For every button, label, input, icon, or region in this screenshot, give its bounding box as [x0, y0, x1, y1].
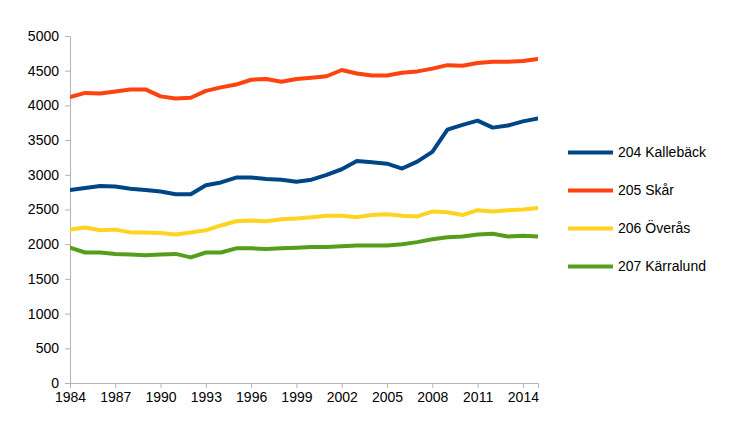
tick-label: 1984: [55, 389, 86, 405]
legend-label: 206 Överås: [618, 219, 690, 236]
tick: 2005: [372, 383, 403, 405]
tick-label: 2008: [417, 389, 448, 405]
tick-mark: [115, 383, 116, 388]
tick-label: 1993: [191, 389, 222, 405]
tick-mark: [296, 383, 297, 388]
tick: 3500: [28, 132, 70, 148]
tick-label: 3000: [28, 167, 59, 183]
y-axis: 0 500 1000 1500 2000 2500 3000 3500 4000 4500 5000: [28, 28, 71, 391]
tick: 2008: [417, 383, 448, 405]
tick: 2014: [508, 383, 539, 405]
legend: 204 Kallebäck 205 Skår 206 Överås 207 Kärra…: [568, 144, 707, 274]
tick-label: 1996: [236, 389, 267, 405]
tick: 1987: [100, 383, 131, 405]
lines: [70, 59, 538, 257]
tick-label: 5000: [28, 28, 59, 44]
tick: 1993: [191, 383, 222, 405]
tick: 3000: [28, 167, 70, 183]
legend-swatch: [568, 189, 613, 193]
tick-label: 2011: [463, 389, 493, 405]
tick: 2000: [28, 236, 70, 252]
tick-mark: [478, 383, 479, 388]
tick: 2002: [327, 383, 358, 405]
tick: 1500: [28, 271, 70, 287]
tick: 5000: [28, 28, 70, 44]
axis-line: [65, 37, 71, 384]
tick-label: 3500: [28, 132, 59, 148]
tick-label: 1999: [281, 389, 312, 405]
tick-mark: [65, 279, 70, 280]
tick: 1999: [281, 383, 312, 405]
tick: 0: [51, 375, 70, 391]
tick: 4500: [28, 63, 70, 79]
tick-mark: [65, 36, 70, 37]
series-line: [70, 208, 538, 234]
tick: 2500: [28, 201, 70, 217]
chart: 1984 1987 1990 1993 1996 1999 2002 2005 2008 2011…: [0, 0, 741, 441]
legend-swatch: [568, 227, 613, 231]
tick-label: 1987: [100, 389, 131, 405]
tick-mark: [161, 383, 162, 388]
tick-label: 2014: [508, 389, 539, 405]
tick-mark: [65, 348, 70, 349]
tick-mark: [342, 383, 343, 388]
tick: 1996: [236, 383, 267, 405]
legend-label: 204 Kallebäck: [618, 144, 707, 160]
tick-mark: [65, 244, 70, 245]
tick-mark: [523, 383, 524, 388]
axis-line: [71, 384, 539, 389]
tick-mark: [65, 383, 70, 384]
tick-mark: [251, 383, 252, 388]
x-axis: 1984 1987 1990 1993 1996 1999 2002 2005 2008 2011…: [55, 383, 539, 405]
tick-mark: [65, 71, 70, 72]
tick-label: 0: [51, 375, 59, 391]
series-line: [70, 59, 538, 99]
tick-label: 2500: [28, 201, 59, 217]
tick: 500: [36, 340, 70, 356]
series-line: [70, 119, 538, 195]
tick-label: 4500: [28, 63, 59, 79]
tick-label: 2002: [327, 389, 358, 405]
tick: 1990: [146, 383, 177, 405]
tick-mark: [65, 175, 70, 176]
tick-mark: [65, 140, 70, 141]
tick: 4000: [28, 97, 70, 113]
tick-label: 1000: [28, 306, 59, 322]
tick-mark: [65, 210, 70, 211]
legend-swatch: [568, 265, 613, 269]
tick-label: 2000: [28, 236, 59, 252]
tick-mark: [65, 314, 70, 315]
tick: 1000: [28, 306, 70, 322]
series-line: [70, 234, 538, 258]
tick-mark: [65, 105, 70, 106]
tick: 1984: [55, 383, 86, 405]
tick-mark: [387, 383, 388, 388]
tick-label: 4000: [28, 97, 59, 113]
tick: 2011: [463, 383, 493, 405]
tick-label: 500: [36, 340, 60, 356]
legend-swatch: [568, 151, 613, 155]
tick-label: 1500: [28, 271, 59, 287]
tick-mark: [206, 383, 207, 388]
legend-label: 207 Kärralund: [618, 258, 706, 274]
tick-label: 2005: [372, 389, 403, 405]
tick-mark: [432, 383, 433, 388]
legend-label: 205 Skår: [618, 182, 674, 198]
tick-label: 1990: [146, 389, 177, 405]
